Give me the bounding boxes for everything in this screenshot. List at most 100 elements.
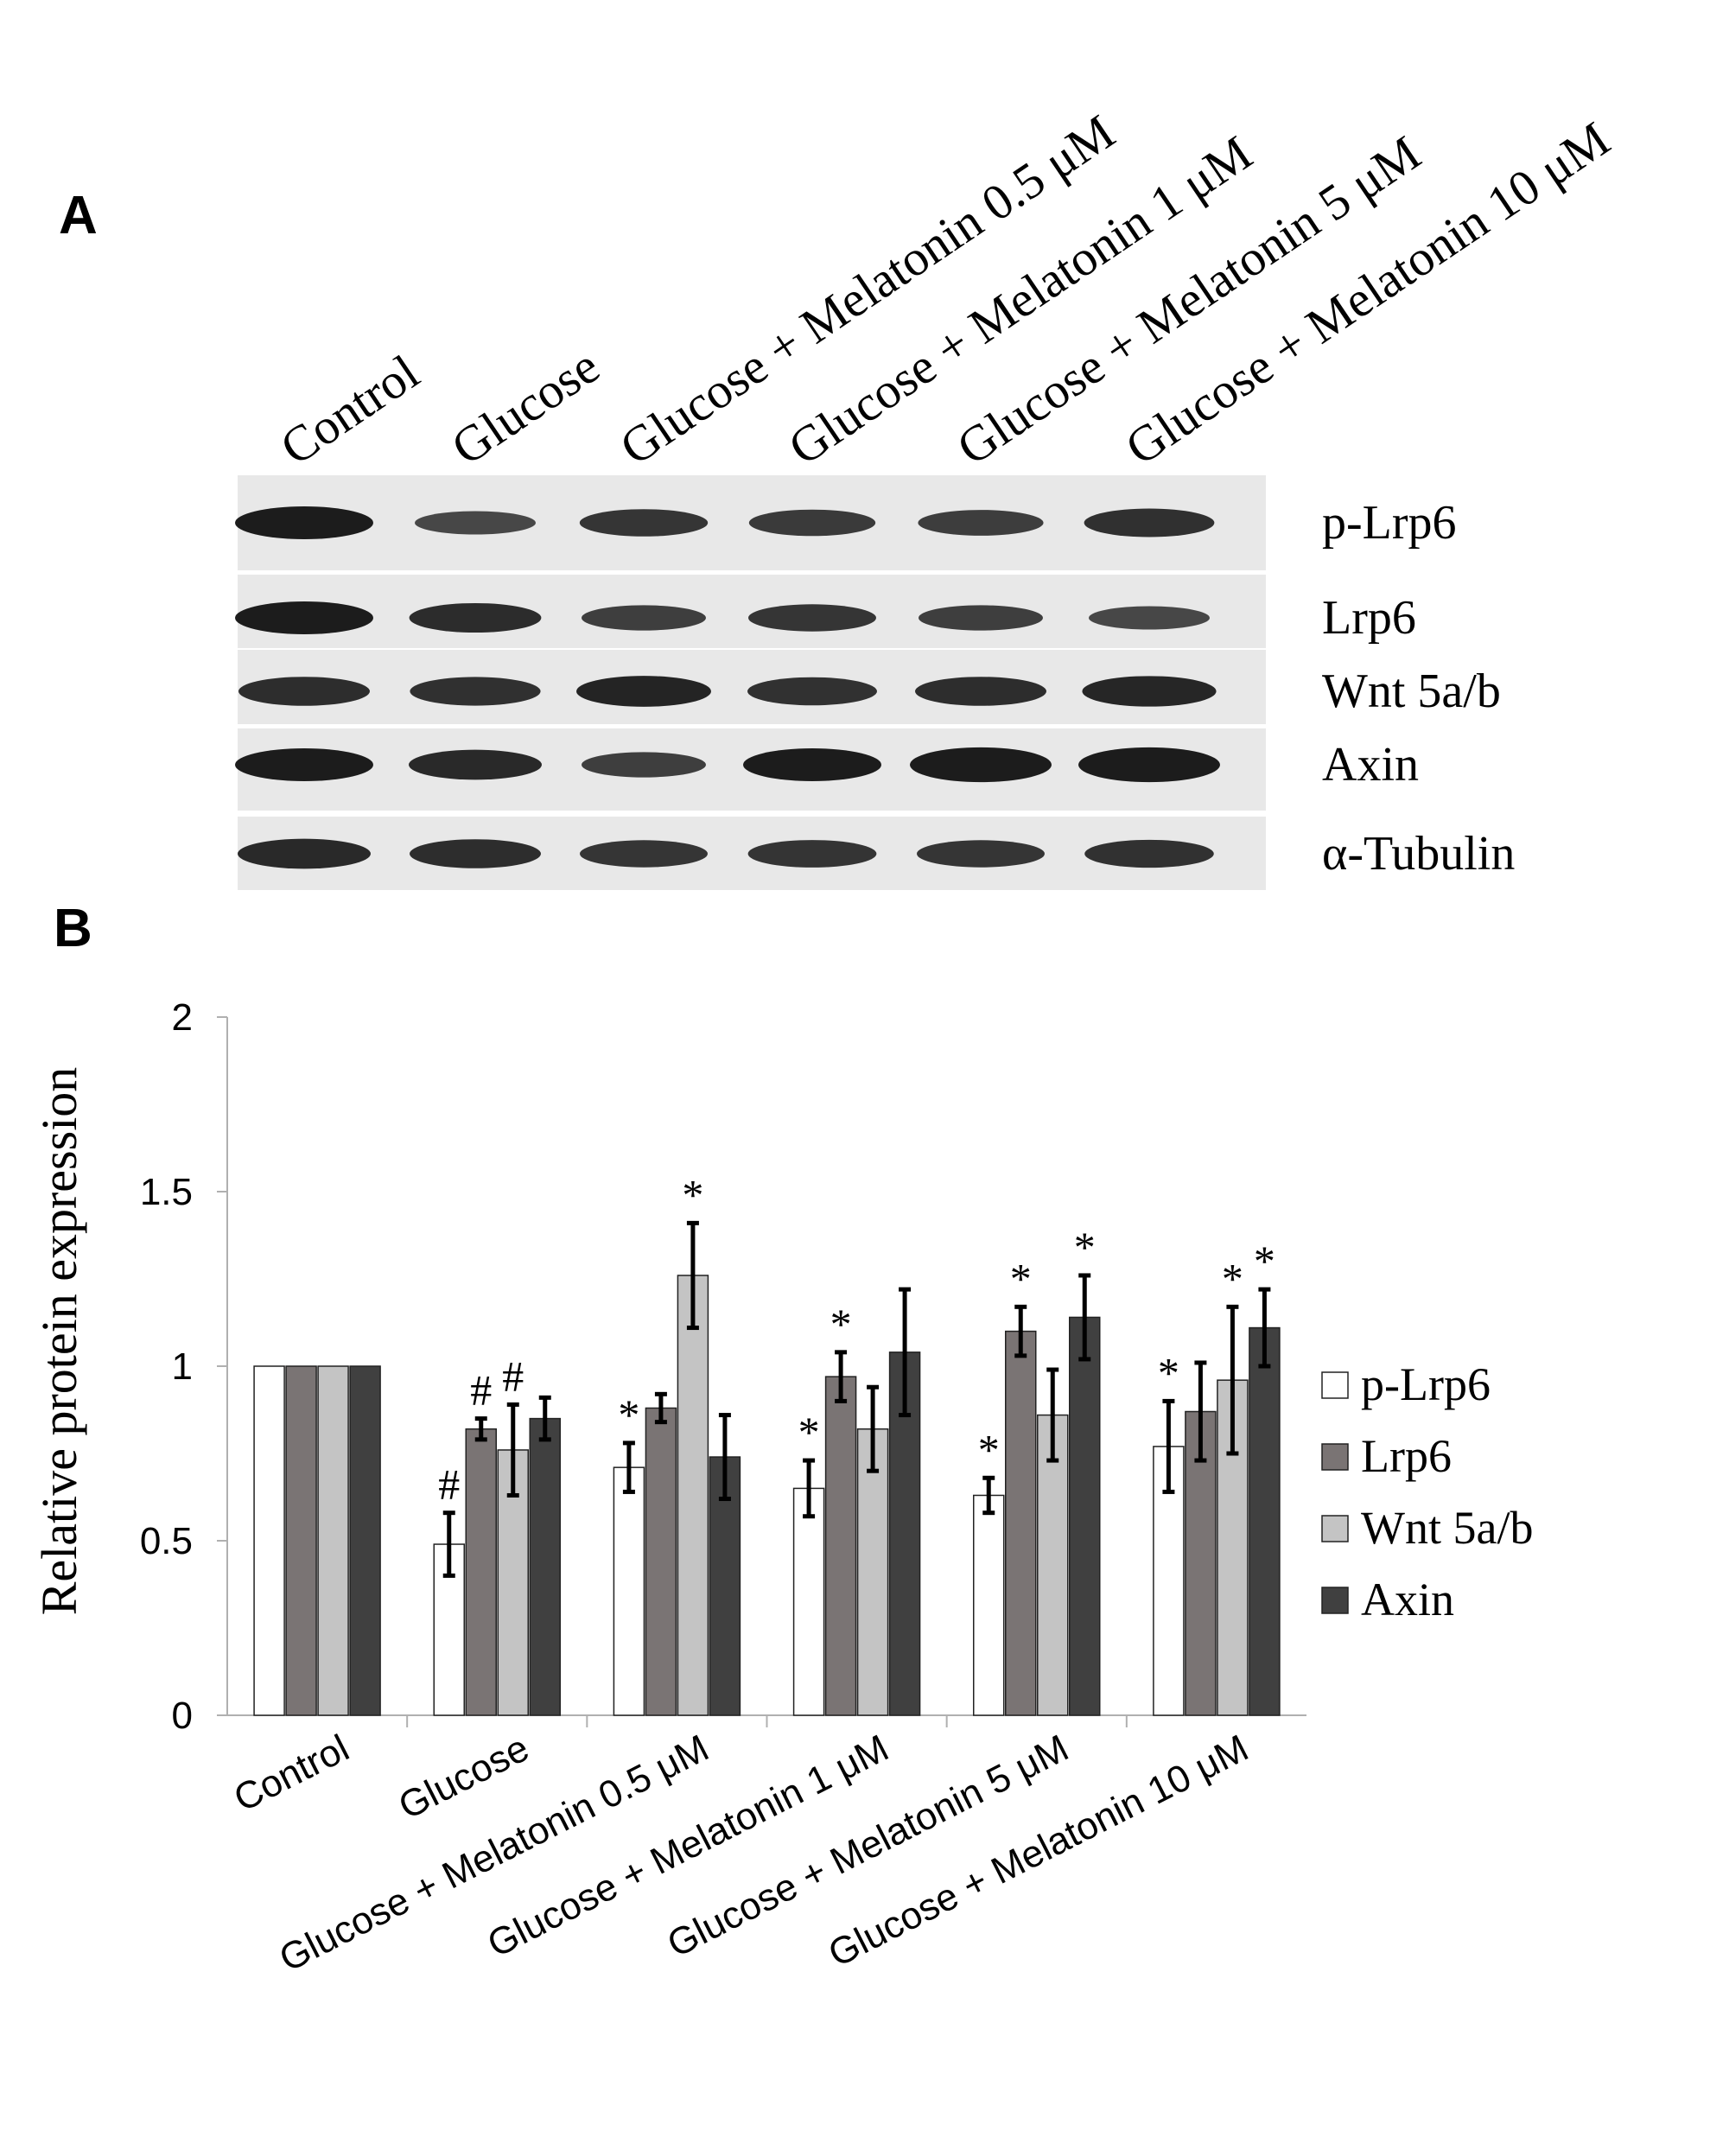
protein-band xyxy=(1082,676,1217,707)
protein-band xyxy=(1078,747,1220,783)
protein-band xyxy=(576,676,711,707)
significance-marker: * xyxy=(1010,1254,1032,1302)
bar xyxy=(349,1365,381,1716)
bar xyxy=(856,1428,889,1716)
bar xyxy=(465,1428,497,1716)
bar xyxy=(317,1365,349,1716)
protein-band xyxy=(743,748,881,781)
protein-band xyxy=(235,506,373,539)
protein-band xyxy=(415,511,536,535)
y-axis-label: Relative protein expression xyxy=(31,1067,87,1616)
protein-band xyxy=(747,677,877,706)
panel-label-a: A xyxy=(59,186,98,245)
blot-rows xyxy=(235,475,1266,890)
bar xyxy=(613,1466,645,1716)
y-tick-label: 0 xyxy=(172,1695,193,1737)
bar xyxy=(824,1376,857,1716)
bar xyxy=(973,1494,1005,1716)
bar xyxy=(1249,1326,1281,1716)
bar-series xyxy=(253,1275,1281,1716)
protein-band xyxy=(410,677,541,706)
bar xyxy=(792,1487,825,1716)
blot-row-label: α-Tubulin xyxy=(1322,827,1515,881)
chart-axes xyxy=(217,1016,1306,1727)
bar xyxy=(1185,1410,1217,1716)
protein-band xyxy=(235,601,373,634)
protein-band xyxy=(748,509,876,537)
protein-band xyxy=(579,509,709,537)
blot-row-label: Lrp6 xyxy=(1322,591,1416,645)
x-category-label: Glucose xyxy=(392,1727,536,1828)
significance-marker: * xyxy=(1254,1237,1275,1285)
y-tick-label: 0.5 xyxy=(140,1520,193,1562)
bar xyxy=(1069,1316,1101,1716)
bar xyxy=(529,1417,561,1716)
lane-labels: Control Glucose Glucose + Melatonin 0.5 μM… xyxy=(270,104,1619,476)
bar-chart: 00.511.52 Relative protein expression ##… xyxy=(31,996,1533,1981)
protein-band xyxy=(1084,508,1215,537)
significance-marker: * xyxy=(618,1390,639,1439)
significance-marker: * xyxy=(1074,1223,1096,1271)
lane-label: Glucose xyxy=(442,338,609,476)
legend-swatch xyxy=(1321,1371,1349,1399)
protein-band xyxy=(238,677,370,706)
significance-marker: * xyxy=(1222,1254,1243,1302)
bar xyxy=(645,1407,677,1716)
blot-row-label: p-Lrp6 xyxy=(1322,496,1457,550)
protein-band xyxy=(238,838,371,869)
legend-swatch xyxy=(1321,1515,1349,1542)
protein-band xyxy=(747,840,877,868)
significance-marker: * xyxy=(798,1408,820,1456)
protein-band xyxy=(235,748,373,781)
significance-marker: * xyxy=(682,1170,703,1218)
protein-band xyxy=(410,839,541,868)
y-tick-label: 2 xyxy=(172,996,193,1039)
bar xyxy=(1037,1414,1069,1716)
significance-marker: * xyxy=(830,1300,852,1348)
bar xyxy=(285,1365,317,1716)
protein-band xyxy=(409,749,542,780)
significance-marker: * xyxy=(1158,1348,1179,1396)
protein-band xyxy=(1089,606,1210,630)
significance-marker: * xyxy=(978,1425,1000,1473)
bar xyxy=(677,1275,709,1716)
legend-label: Lrp6 xyxy=(1361,1430,1452,1482)
bar xyxy=(253,1365,285,1716)
protein-band xyxy=(917,840,1045,868)
bar xyxy=(1005,1330,1037,1716)
legend-label: Wnt 5a/b xyxy=(1361,1502,1533,1554)
blot-strip xyxy=(238,575,1266,648)
legend-swatch xyxy=(1321,1587,1349,1614)
significance-marker: # xyxy=(470,1366,492,1415)
significance-markers: ## #********* * xyxy=(438,1170,1275,1508)
protein-band xyxy=(748,604,876,632)
protein-band xyxy=(910,747,1052,783)
protein-band xyxy=(582,605,706,631)
western-blot-panel: Control Glucose Glucose + Melatonin 0.5 μM… xyxy=(235,104,1619,890)
protein-band xyxy=(919,605,1043,631)
protein-band xyxy=(580,840,708,868)
legend-label: p-Lrp6 xyxy=(1361,1358,1491,1410)
legend: p-Lrp6 Lrp6 Wnt 5a/b Axin xyxy=(1321,1358,1533,1625)
blot-row-label: Wnt 5a/b xyxy=(1322,665,1501,718)
panel-label-b: B xyxy=(54,899,92,958)
blot-row-labels: p-Lrp6 Lrp6 Wnt 5a/b Axin α-Tubulin xyxy=(1322,496,1515,881)
protein-band xyxy=(409,602,542,633)
y-tick-label: 1.5 xyxy=(140,1171,193,1213)
protein-band xyxy=(918,510,1044,536)
x-category-label: Control xyxy=(227,1727,356,1820)
lane-label: Control xyxy=(270,344,429,476)
error-bars xyxy=(442,1220,1271,1578)
legend-swatch xyxy=(1321,1443,1349,1471)
legend-label: Axin xyxy=(1361,1574,1454,1625)
y-tick-label: 1 xyxy=(172,1345,193,1388)
protein-band xyxy=(582,752,706,778)
protein-band xyxy=(1084,839,1214,868)
y-tick-labels: 0 0.5 1 1.5 2 xyxy=(140,996,193,1737)
significance-marker: # xyxy=(502,1351,524,1400)
protein-band xyxy=(915,677,1046,706)
significance-marker: # xyxy=(438,1460,460,1509)
blot-row-label: Axin xyxy=(1322,738,1419,792)
